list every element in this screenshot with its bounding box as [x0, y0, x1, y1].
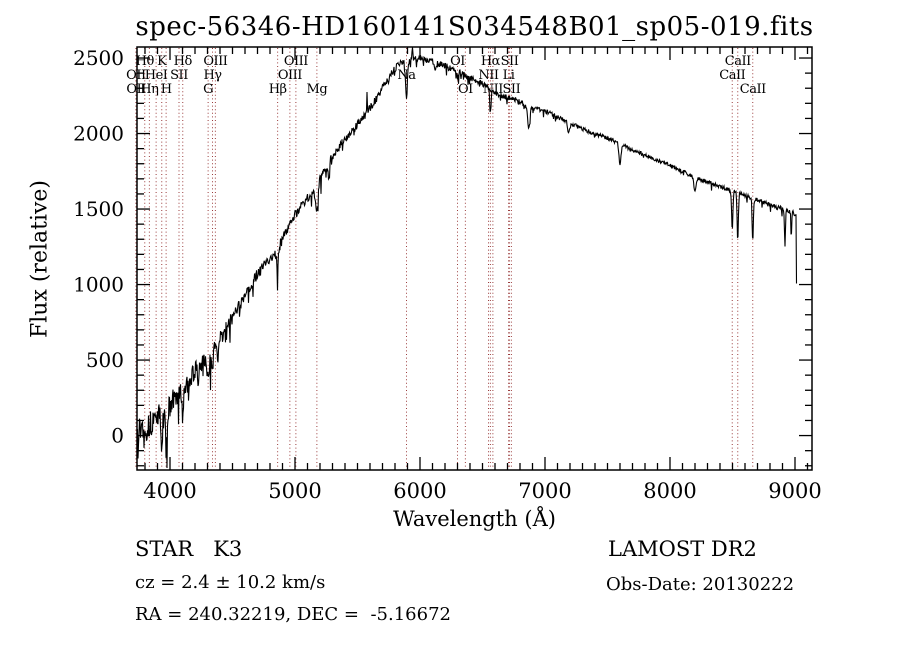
- spectral-line-label: K: [157, 54, 167, 69]
- x-tick-label: 9000: [768, 479, 821, 503]
- spectral-line-label: SII: [501, 54, 519, 69]
- spectral-line-markers: [135, 48, 754, 469]
- x-tick-label: 8000: [643, 479, 696, 503]
- spectral-line-labels: OIIOIIHθHηHeIKHSIIHδGHγOIIIHβOIIIOIIIMgN…: [126, 54, 766, 97]
- spectral-line-label: OIII: [278, 68, 302, 83]
- y-tick-label: 2500: [73, 46, 124, 70]
- spectral-line-label: H: [161, 82, 172, 97]
- spectral-line-label: SII: [503, 82, 521, 97]
- y-tick-label: 1000: [73, 273, 124, 297]
- spectral-line-label: HeI: [145, 68, 168, 83]
- spectral-line-label: OII: [126, 68, 146, 83]
- y-tick-label: 1500: [73, 197, 124, 221]
- survey-release-text: LAMOST DR2: [608, 537, 757, 561]
- spectral-line-label: Mg: [307, 82, 328, 97]
- y-tick-labels: 0 500 1000 1500 2000 2500: [73, 46, 124, 448]
- plot-title: spec-56346-HD160141S034548B01_sp05-019.f…: [135, 12, 814, 42]
- x-tick-label: 7000: [518, 479, 571, 503]
- spectral-line-label: Li: [503, 68, 515, 83]
- classification-text: STAR K3: [135, 537, 243, 561]
- x-axis-label: Wavelength (Å): [393, 507, 556, 531]
- spectral-line-label: Hη: [140, 82, 158, 97]
- x-tick-label: 6000: [393, 479, 446, 503]
- spectral-line-label: CaII: [719, 68, 745, 83]
- spectral-line-label: CaII: [740, 82, 766, 97]
- spectral-line-label: Hθ: [136, 54, 155, 69]
- spectral-line-label: OI: [458, 82, 473, 97]
- obs-date-text: Obs-Date: 20130222: [606, 574, 795, 595]
- x-tick-label: 5000: [268, 479, 321, 503]
- spectral-line-label: SII: [170, 68, 188, 83]
- plot-box: [136, 46, 813, 471]
- spectral-line-label: OIII: [203, 54, 227, 69]
- spectral-line-label: G: [203, 82, 213, 97]
- spectral-line-label: Hγ: [203, 68, 222, 83]
- spectrum-trace: [137, 47, 798, 469]
- coordinates-text: RA = 240.32219, DEC = -5.16672: [135, 604, 451, 625]
- x-tick-labels: 4000 5000 6000 7000 8000 9000: [143, 479, 821, 503]
- spectral-line-label: Hβ: [269, 82, 287, 97]
- spectral-line-label: CaII: [725, 54, 751, 69]
- y-tick-label: 500: [86, 348, 124, 372]
- y-tick-label: 0: [111, 424, 124, 448]
- axis-ticks: [137, 47, 812, 470]
- spectral-line-label: Na: [397, 68, 416, 83]
- spectral-line-label: Hδ: [174, 54, 193, 69]
- spectral-line-label: Hα: [481, 54, 501, 69]
- y-tick-label: 2000: [73, 122, 124, 146]
- spectral-line-label: OIII: [284, 54, 308, 69]
- radial-velocity-text: cz = 2.4 ± 10.2 km/s: [135, 572, 326, 593]
- spectral-line-label: OI: [450, 54, 465, 69]
- x-tick-label: 4000: [143, 479, 196, 503]
- spectral-line-label: NII: [478, 68, 499, 83]
